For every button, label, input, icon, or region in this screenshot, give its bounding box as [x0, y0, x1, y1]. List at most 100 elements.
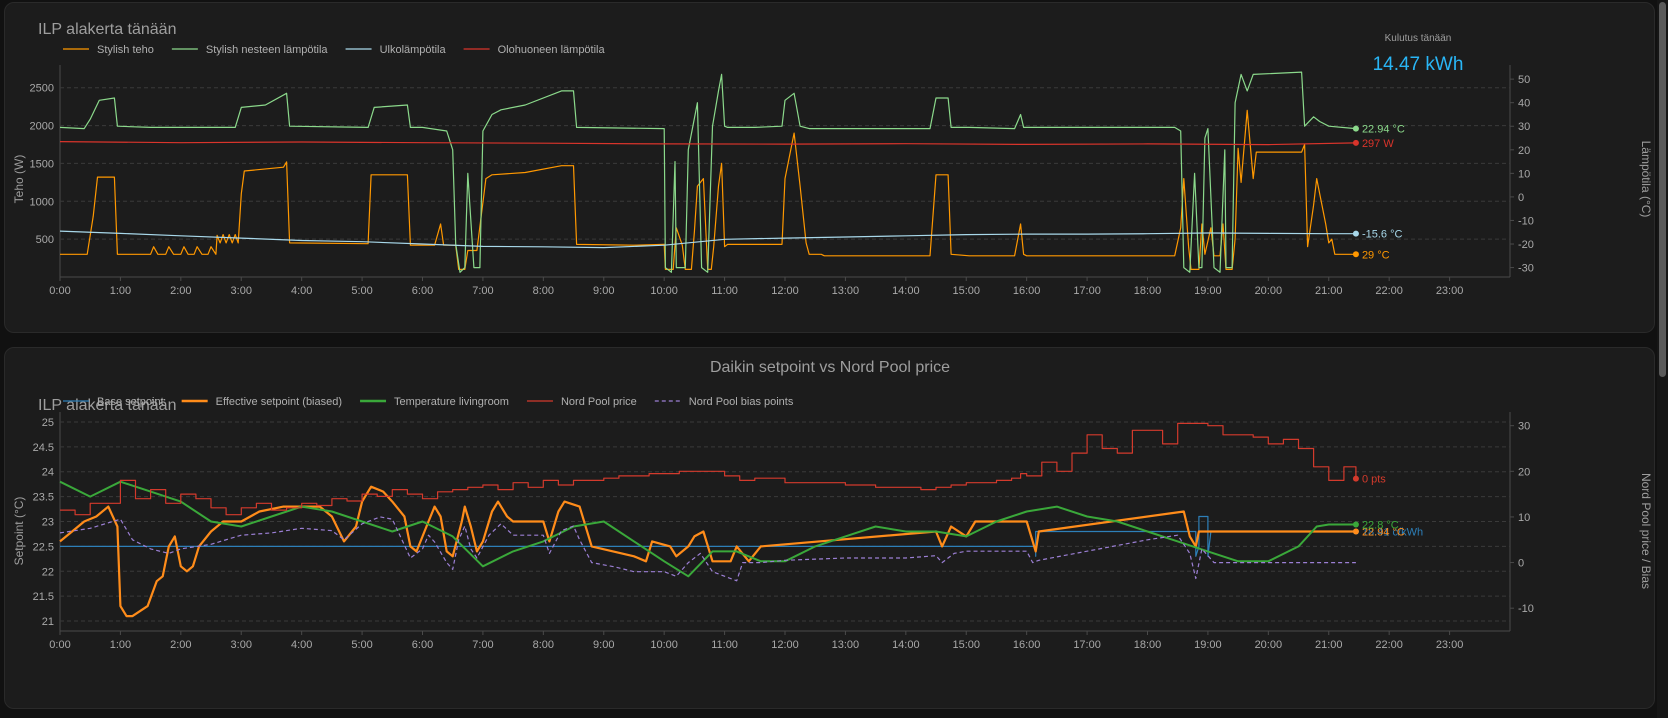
x-tick-label: 6:00	[412, 285, 433, 297]
end-marker	[1352, 521, 1359, 528]
x-tick-label: 10:00	[650, 639, 678, 651]
power-temperature-card: ILP alakerta tänään Kulutus tänään 14.47…	[4, 2, 1655, 333]
x-tick-label: 5:00	[351, 639, 372, 651]
series-line	[59, 230, 1356, 249]
legend-item: Stylish nesteen lämpötila	[171, 44, 329, 56]
end-value-label: 0 pts	[1362, 474, 1386, 486]
kpi-value: 14.47 kWh	[1373, 54, 1464, 75]
x-tick-label: 20:00	[1255, 639, 1283, 651]
series-line	[59, 485, 1356, 618]
y-right-tick-label: -20	[1518, 239, 1534, 251]
x-tick-label: 3:00	[231, 639, 252, 651]
x-tick-label: 1:00	[110, 285, 131, 297]
x-tick-label: 8:00	[533, 285, 554, 297]
x-tick-label: 2:00	[170, 285, 191, 297]
y-left-tick-label: 24.5	[33, 442, 54, 454]
x-tick-label: 1:00	[110, 639, 131, 651]
legend-item: Olohuoneen lämpötila	[463, 44, 605, 56]
x-tick-label: 2:00	[170, 639, 191, 651]
x-tick-label: 16:00	[1013, 285, 1041, 297]
end-marker	[1352, 251, 1359, 258]
series-line	[60, 422, 1357, 516]
x-tick-label: 17:00	[1073, 639, 1101, 651]
y-axis-left-label: Teho (W)	[12, 155, 26, 204]
legend-item: Nord Pool bias points	[654, 396, 794, 408]
end-marker	[1352, 528, 1359, 535]
series-line	[59, 480, 1356, 578]
y-right-tick-label: 20	[1518, 145, 1530, 157]
legend-label: Nord Pool bias points	[689, 396, 794, 408]
y-right-tick-label: -10	[1518, 603, 1534, 615]
y-right-tick-label: 30	[1518, 421, 1530, 433]
power-temperature-chart: ILP alakerta tänään Kulutus tänään 14.47…	[12, 21, 1653, 297]
x-tick-label: 18:00	[1134, 639, 1162, 651]
x-tick-label: 15:00	[952, 639, 980, 651]
x-tick-label: 7:00	[472, 285, 493, 297]
y-left-tick-label: 2500	[30, 83, 54, 95]
end-value-label: 22.94 °C	[1362, 526, 1405, 538]
x-tick-label: 23:00	[1436, 639, 1464, 651]
x-tick-label: 11:00	[711, 639, 738, 651]
y-right-tick-label: 50	[1518, 74, 1530, 86]
page-scrollbar[interactable]	[1657, 0, 1668, 718]
end-marker	[1352, 139, 1359, 146]
legend-item: Effective setpoint (biased)	[181, 396, 342, 408]
x-tick-label: 19:00	[1194, 285, 1222, 297]
y-right-tick-label: 0	[1518, 558, 1524, 570]
y-axis-right-label: Lämpötila (°C)	[1639, 141, 1653, 218]
legend-item: Stylish teho	[63, 44, 154, 56]
x-tick-label: 10:00	[650, 285, 678, 297]
y-left-tick-label: 1000	[30, 196, 54, 208]
y-right-tick-label: -10	[1518, 215, 1534, 227]
x-tick-label: 22:00	[1375, 285, 1403, 297]
y-right-tick-label: 30	[1518, 121, 1530, 133]
y-left-tick-label: 21	[42, 616, 54, 628]
legend-item: Ulkolämpötila	[345, 44, 447, 56]
legend-item: Temperature livingroom	[360, 396, 509, 408]
x-tick-label: 0:00	[49, 639, 70, 651]
legend-item: Base setpoint	[63, 396, 164, 408]
end-value-label: 22.8 °C	[1362, 519, 1399, 531]
series-line	[60, 109, 1356, 270]
y-left-tick-label: 21.5	[33, 591, 54, 603]
y-right-tick-label: 10	[1518, 168, 1530, 180]
y-axis-left-label: Setpoint (°C)	[12, 497, 26, 566]
y-right-tick-label: 40	[1518, 98, 1530, 110]
legend-item: Nord Pool price	[526, 396, 637, 408]
y-left-tick-label: 23.5	[33, 492, 54, 504]
x-tick-label: 18:00	[1134, 285, 1162, 297]
y-left-tick-label: 22.5	[33, 541, 54, 553]
end-value-label: 18.41 c/kWh	[1362, 526, 1423, 538]
legend-label: Base setpoint	[97, 396, 164, 408]
y-axis-right-label: Nord Pool price / Bias	[1639, 473, 1653, 589]
x-tick-label: 11:00	[711, 285, 738, 297]
end-value-label: 297 W	[1362, 138, 1394, 150]
x-tick-label: 19:00	[1194, 639, 1222, 651]
x-tick-label: 4:00	[291, 285, 312, 297]
legend-label: Temperature livingroom	[394, 396, 509, 408]
x-tick-label: 14:00	[892, 285, 920, 297]
series-line	[59, 71, 1356, 273]
x-tick-label: 6:00	[412, 639, 433, 651]
x-tick-label: 9:00	[593, 639, 614, 651]
end-value-label: -15.6 °C	[1362, 229, 1403, 241]
y-left-tick-label: 23	[42, 517, 54, 529]
x-tick-label: 0:00	[49, 285, 70, 297]
scrollbar-thumb[interactable]	[1659, 2, 1666, 377]
legend-label: Nord Pool price	[561, 396, 637, 408]
y-left-tick-label: 500	[36, 234, 54, 246]
y-left-tick-label: 22	[42, 566, 54, 578]
x-tick-label: 15:00	[952, 285, 980, 297]
x-tick-label: 21:00	[1315, 639, 1343, 651]
chart-title: ILP alakerta tänään	[38, 21, 176, 38]
x-tick-label: 13:00	[832, 639, 860, 651]
x-tick-label: 8:00	[533, 639, 554, 651]
x-tick-label: 13:00	[832, 285, 860, 297]
end-value-label: 22.94 °C	[1362, 124, 1405, 136]
y-left-tick-label: 24	[42, 467, 54, 479]
legend-label: Stylish nesteen lämpötila	[206, 44, 329, 56]
y-right-tick-label: 0	[1518, 192, 1524, 204]
y-right-tick-label: 20	[1518, 466, 1530, 478]
y-right-tick-label: -30	[1518, 263, 1534, 275]
legend-label: Ulkolämpötila	[380, 44, 447, 56]
